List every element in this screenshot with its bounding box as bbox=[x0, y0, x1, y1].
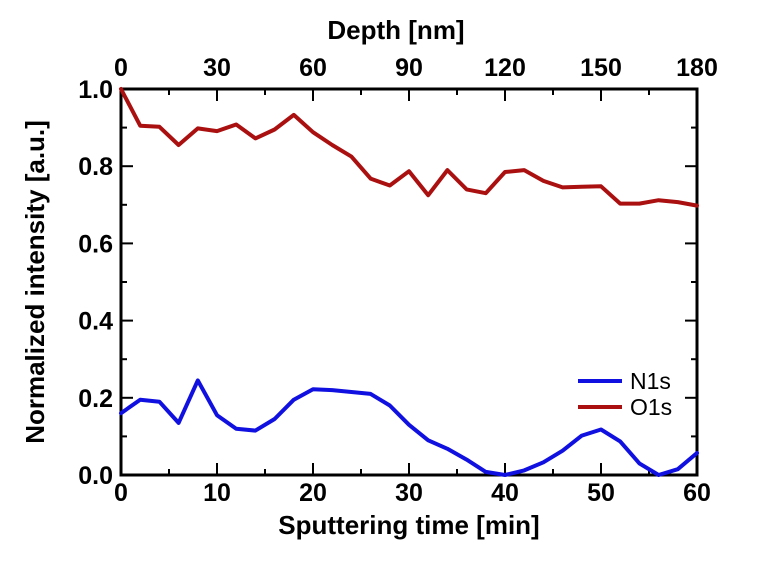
top-x-tick-labels: 0 30 60 90 120 150 180 bbox=[114, 54, 718, 82]
y-tick-labels: 0.0 0.2 0.4 0.6 0.8 1.0 bbox=[78, 76, 113, 490]
y-tick-label: 0.4 bbox=[78, 308, 113, 336]
y-tick-label: 1.0 bbox=[78, 76, 113, 104]
legend-label-o1s: O1s bbox=[630, 394, 672, 420]
top-tick-label: 180 bbox=[676, 54, 718, 82]
x-tick-label: 0 bbox=[114, 479, 128, 507]
x-tick-label: 50 bbox=[587, 479, 615, 507]
series-line-n1s bbox=[119, 378, 699, 477]
top-axis-title: Depth [nm] bbox=[327, 15, 464, 45]
y-tick-label: 0.8 bbox=[78, 153, 113, 181]
top-tick-label: 30 bbox=[203, 54, 231, 82]
top-tick-label: 0 bbox=[114, 54, 128, 82]
top-tick-label: 90 bbox=[395, 54, 423, 82]
plot-frame bbox=[119, 87, 699, 477]
axis-ticks bbox=[120, 88, 698, 476]
legend: N1s O1s bbox=[578, 368, 672, 420]
series-lines bbox=[119, 87, 699, 477]
x-tick-label: 10 bbox=[203, 479, 231, 507]
x-tick-label: 40 bbox=[491, 479, 519, 507]
y-tick-label: 0.2 bbox=[78, 385, 113, 413]
legend-label-n1s: N1s bbox=[630, 368, 671, 394]
x-tick-label: 30 bbox=[395, 479, 423, 507]
top-tick-label: 60 bbox=[299, 54, 327, 82]
y-tick-label: 0.6 bbox=[78, 230, 113, 258]
series-line-o1s bbox=[119, 87, 699, 208]
y-axis-title: Normalized intensity [a.u.] bbox=[20, 120, 50, 444]
x-tick-label: 20 bbox=[299, 479, 327, 507]
y-tick-label: 0.0 bbox=[78, 462, 113, 490]
x-tick-label: 60 bbox=[683, 479, 711, 507]
top-tick-label: 150 bbox=[580, 54, 622, 82]
x-tick-labels: 0 10 20 30 40 50 60 bbox=[114, 479, 711, 507]
top-tick-label: 120 bbox=[484, 54, 526, 82]
x-axis-title: Sputtering time [min] bbox=[278, 510, 539, 540]
